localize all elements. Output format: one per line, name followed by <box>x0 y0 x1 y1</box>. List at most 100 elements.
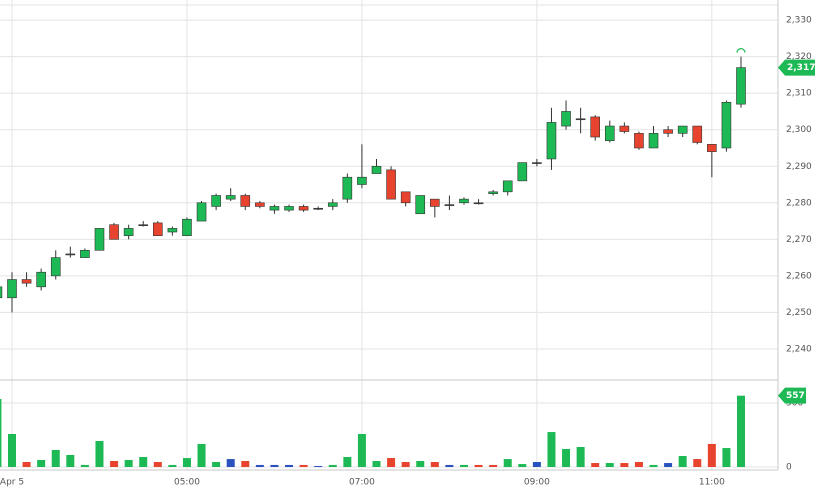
volume-bar <box>591 463 600 467</box>
volume-bar <box>489 464 498 467</box>
labels: 2,240 2,250 2,260 2,270 2,280 2,290 2,300 2,310… <box>0 16 815 488</box>
volume-bar <box>212 462 221 467</box>
volume-bar <box>80 464 89 467</box>
volume-bar <box>722 448 731 467</box>
volume-bar <box>474 464 483 467</box>
volume-bar <box>372 460 381 467</box>
candle-body <box>109 224 119 240</box>
volume-bar <box>664 463 673 467</box>
volume-bar <box>110 460 119 467</box>
candle-body <box>532 162 542 164</box>
volume-bar <box>503 459 512 467</box>
volume-bar <box>314 465 323 467</box>
x-tick-label: 11:00 <box>699 478 725 488</box>
y-tick-label: 2,320 <box>786 52 812 62</box>
candle-body <box>473 202 484 205</box>
candle-body <box>342 176 353 200</box>
candle-body <box>7 279 17 299</box>
candle-body <box>488 191 498 194</box>
volume-bar <box>562 448 571 467</box>
volume-bar <box>547 432 556 467</box>
volume-bar <box>737 395 745 467</box>
volume-bar <box>678 455 687 467</box>
candle-body <box>327 202 338 207</box>
volume-bar <box>299 464 308 467</box>
volume-bar <box>518 464 527 467</box>
volume-bar <box>445 464 454 467</box>
candle-body <box>415 195 426 215</box>
candle-body <box>123 228 134 236</box>
candle-body <box>619 125 630 132</box>
candle-body <box>298 206 309 211</box>
candle-body <box>634 133 644 149</box>
candle-body <box>240 195 251 207</box>
last-price-label: 2,317 <box>787 63 815 73</box>
candle-body <box>313 207 323 210</box>
candle-body <box>153 222 163 236</box>
volume-bar <box>707 443 716 467</box>
candle-body <box>65 253 76 256</box>
volume-bar <box>270 464 279 467</box>
volume-bar <box>343 457 352 467</box>
volume-bar <box>153 462 162 467</box>
candle-body <box>182 218 192 236</box>
volume-bar <box>459 464 468 467</box>
last-volume-tag <box>778 387 806 404</box>
y-tick-label: 2,270 <box>786 235 812 245</box>
candle-body <box>36 271 46 288</box>
volume-bar <box>605 463 614 467</box>
volume-bar <box>634 462 643 467</box>
candle-body <box>80 249 90 258</box>
volume-bar <box>387 458 396 467</box>
candle-body <box>21 279 32 284</box>
volume-bar <box>95 441 104 467</box>
candle-body <box>546 122 557 160</box>
x-tick-label: Apr 5 <box>0 478 24 488</box>
volume-bar <box>124 459 133 467</box>
volume-bar <box>693 459 702 467</box>
y-tick-label: 2,280 <box>786 198 812 208</box>
y-tick-label: 2,260 <box>786 271 812 281</box>
volume-tick-label: 0 <box>786 463 792 473</box>
y-tick-label: 2,290 <box>786 162 812 172</box>
candle-body <box>138 224 149 227</box>
volume-bar <box>416 460 425 467</box>
volume-bar <box>182 458 191 467</box>
high-marker <box>736 48 746 53</box>
last-volume-label: 557 <box>786 391 805 401</box>
candle-body <box>225 195 236 200</box>
volume-bar <box>285 464 294 467</box>
candle-body <box>590 116 601 138</box>
candle-body <box>692 125 703 143</box>
volume-bar <box>197 443 206 467</box>
y-tick-label: 2,310 <box>786 89 812 99</box>
volume-bar <box>576 447 585 467</box>
plot-area <box>0 56 746 467</box>
volume-bar <box>22 462 31 467</box>
x-tick-label: 09:00 <box>524 478 550 488</box>
candle-body <box>94 228 105 251</box>
volume-bar <box>401 462 410 467</box>
volume-bar <box>532 462 541 467</box>
candle-body <box>255 202 265 207</box>
candle-body <box>50 257 61 277</box>
volume-bar <box>51 449 60 467</box>
candle-body <box>357 176 367 185</box>
y-tick-label: 2,300 <box>786 125 812 135</box>
volume-bar <box>139 457 148 467</box>
candle-body <box>648 133 659 149</box>
x-tick-label: 05:00 <box>174 478 200 488</box>
candle-body <box>444 204 455 206</box>
y-tick-label: 2,330 <box>786 16 812 26</box>
candle-body <box>430 198 440 207</box>
volume-bar <box>241 460 250 467</box>
volume-bar <box>328 464 337 467</box>
candle-body <box>269 206 280 211</box>
candle-body <box>371 165 382 174</box>
y-tick-label: 2,250 <box>786 308 812 318</box>
candle-body <box>721 102 732 149</box>
last-price-tag <box>778 59 815 76</box>
volume-bar <box>255 464 264 467</box>
x-tick-label: 07:00 <box>349 478 375 488</box>
